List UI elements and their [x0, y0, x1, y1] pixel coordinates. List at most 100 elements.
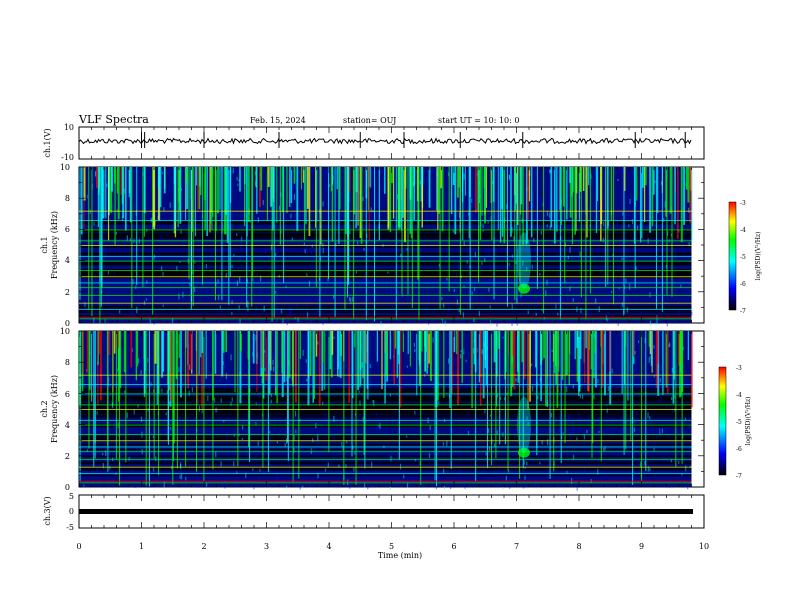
ch1-spec-noise-578	[539, 216, 541, 219]
ch2-spec-noise-420	[259, 469, 261, 472]
ch1-spec-noise-445	[279, 286, 281, 291]
ch1-spec-sferic-225	[211, 167, 213, 231]
ch1-spec-sferic-238	[397, 167, 400, 230]
ch2-spec-sferic-89	[108, 331, 111, 356]
ch1-spec-sferic-100	[450, 167, 453, 215]
ch2-spectrogram-image	[79, 331, 693, 491]
ch2-spec-noise-404	[488, 365, 490, 371]
ch1-spec-noise-208	[680, 284, 682, 288]
ch2-spec-noise-376	[403, 474, 405, 479]
ch2-spec-sferic-17	[451, 331, 453, 395]
ch2-spec-noise-366	[285, 485, 288, 489]
ch1-spec-noise-606	[236, 233, 238, 236]
ch1-spec-sferic-134	[428, 167, 431, 208]
ch1-spec-tone-6	[79, 276, 692, 278]
ch2-spec-noise-364	[377, 482, 379, 486]
ch2-spec-noise-467	[124, 390, 126, 394]
ch2-spec-noise-252	[414, 458, 417, 462]
ch1-spec-impulse-61	[666, 167, 668, 296]
ch2-spec-noise-51	[233, 461, 235, 467]
ch1-spec-noise-196	[558, 298, 560, 302]
ch1-spec-noise-49	[547, 201, 550, 205]
ch2-spec-sferic-77	[665, 331, 668, 388]
ch1-spec-noise-138	[396, 194, 399, 200]
ch1-spec-impulse-27	[448, 167, 450, 292]
ch1-spec-sferic-195	[588, 167, 590, 186]
ch1-spec-noise-237	[262, 199, 264, 206]
ch1-spec-noise-68	[441, 230, 443, 234]
ch2-spec-sferic-99	[201, 331, 204, 353]
ch1-spec-impulse-60	[585, 167, 587, 319]
ch1-spec-tone-2	[79, 302, 692, 304]
ch1-spec-dark-band-19	[79, 233, 692, 235]
ch2-spec-impulse-39	[237, 331, 239, 467]
ch1-spec-noise-332	[334, 319, 336, 324]
ch1-spec-noise-136	[658, 233, 660, 238]
ch1-spec-noise-129	[111, 291, 113, 297]
ch1-spec-sferic-206	[225, 167, 227, 215]
ch2-spec-sferic-95	[555, 331, 557, 385]
ch2-spec-noise-427	[269, 431, 271, 434]
ch2-spec-noise-340	[406, 482, 409, 488]
ch2-spec-noise-574	[412, 475, 414, 482]
ch1-spec-noise-417	[549, 169, 551, 172]
ch1-spec-noise-519	[351, 219, 354, 225]
ch2-colorbar	[718, 366, 727, 476]
ch1-spec-impulse-39	[417, 167, 419, 280]
ch1-spec-noise-264	[488, 287, 490, 292]
ch1-spec-noise-88	[626, 248, 629, 253]
ch1-spec-noise-671	[618, 294, 620, 301]
ch2-spec-sferic-236	[252, 331, 255, 364]
ch1-spec-noise-112	[666, 230, 669, 236]
ch1-spec-noise-166	[350, 297, 352, 304]
ch2-spec-impulse-61	[292, 331, 294, 482]
ch2-spec-tone-11	[79, 404, 692, 406]
ch2-spec-noise-437	[83, 484, 85, 488]
ch1-spectrogram-yticks: 0 2 4 6 8 10	[60, 163, 70, 328]
ch2-spec-noise-331	[685, 465, 687, 472]
ch1-spec-noise-36	[154, 220, 156, 226]
ch1-spec-noise-251	[240, 236, 243, 241]
ch1-spec-impulse-28	[136, 167, 138, 285]
ch2-spec-noise-330	[205, 403, 208, 408]
ch1-spec-sferic-244	[178, 167, 180, 203]
ch1-spec-sferic-78	[95, 167, 98, 189]
ch2-spec-noise-70	[429, 424, 431, 431]
ch2-spec-noise-215	[264, 367, 266, 372]
ch2-spec-impulse-10	[564, 331, 566, 443]
ch1-spec-impulse-10	[395, 167, 397, 319]
ch2-spec-sferic-39	[351, 331, 354, 399]
ch2-spec-dark-band-14	[79, 402, 692, 406]
ch1-spec-noise-293	[447, 172, 450, 177]
ch2-spec-noise-108	[219, 377, 221, 382]
ch1-spec-noise-668	[625, 278, 627, 283]
ch1-spec-noise-451	[145, 298, 148, 301]
ch1-spec-sferic-117	[499, 167, 502, 243]
ch2-spec-noise-493	[419, 460, 421, 466]
ch1-spec-noise-200	[88, 221, 91, 224]
ch1-spec-noise-591	[351, 296, 354, 302]
ch1-spec-tone-10	[79, 245, 692, 246]
ch1-spec-impulse-26	[91, 167, 93, 317]
ch2-cbar-tick-m6: -6	[736, 446, 742, 453]
ch1-spec-sferic-191	[479, 167, 482, 240]
ch2-spec-noise-57	[668, 482, 670, 488]
ch2-spec-noise-519	[253, 485, 255, 490]
ch2-spec-tone-5	[79, 446, 692, 448]
ch2-spec-noise-386	[86, 449, 88, 452]
ch2-spec-tone-2	[79, 466, 692, 468]
ch1-spec-noise-471	[162, 172, 164, 175]
ch1-spec-noise-167	[126, 235, 129, 241]
ch3-waveform-trace	[79, 509, 693, 514]
ch2-spec-sferic-124	[180, 331, 182, 398]
ch2-spec-noise-352	[630, 389, 633, 395]
ch1-spec-noise-14	[621, 257, 623, 261]
ch2-spec-noise-351	[245, 472, 247, 478]
ch1-spec-noise-602	[535, 312, 537, 316]
ch2-spec-sferic-123	[545, 331, 547, 407]
ch1-spec-noise-83	[119, 309, 121, 314]
ch1-spec-noise-301	[84, 302, 86, 307]
ch2-spec-sferic-78	[593, 331, 595, 379]
ch2-spec-noise-667	[224, 486, 226, 489]
ch1-spec-sferic-29	[665, 167, 668, 217]
